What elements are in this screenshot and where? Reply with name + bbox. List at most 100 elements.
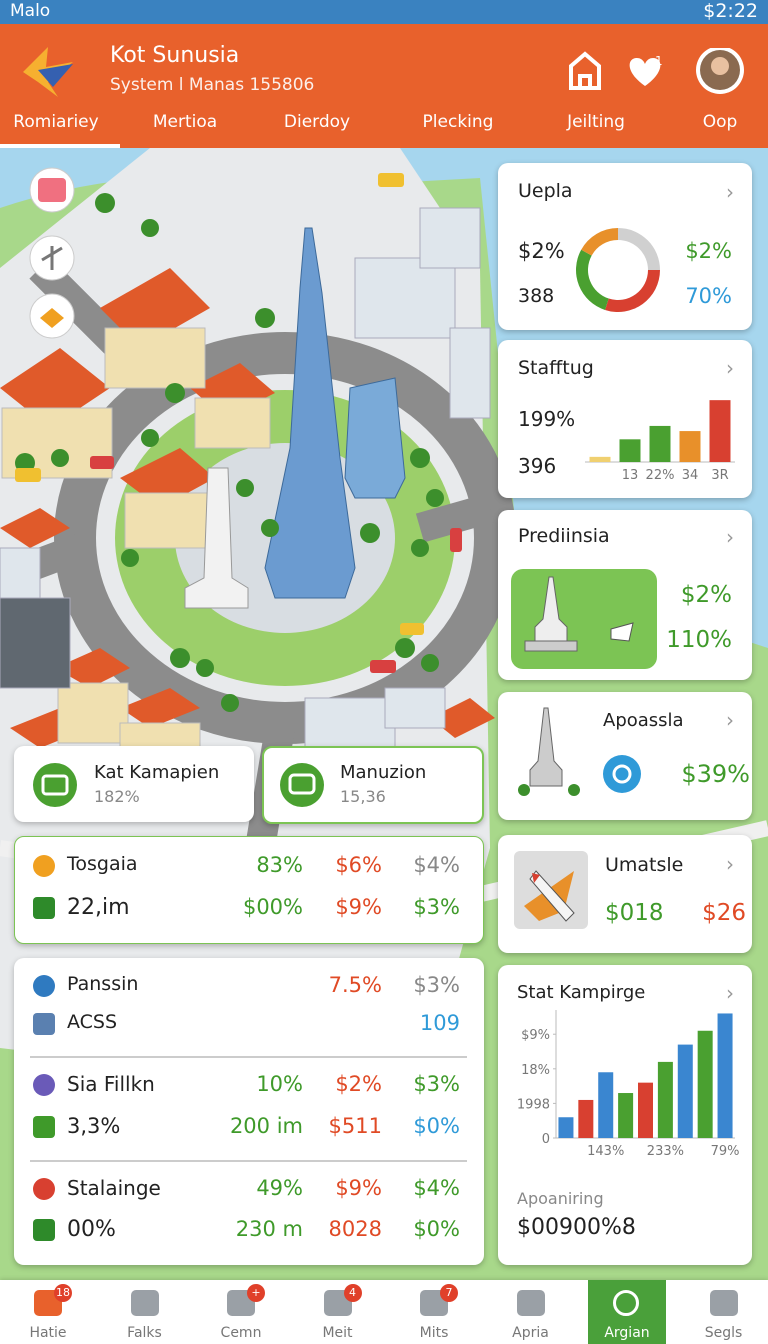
row-value: $0%: [413, 1114, 460, 1138]
nav-label[interactable]: Falks: [127, 1325, 162, 1341]
row-value: 109: [419, 1011, 460, 1035]
row-icon: [33, 1178, 55, 1200]
map-circle: [255, 308, 275, 328]
nav-label[interactable]: Apria: [512, 1325, 549, 1341]
map-path: [41, 246, 63, 270]
tab[interactable]: Dierdoy: [283, 112, 351, 132]
map-rect: [41, 774, 69, 796]
app-header: [0, 24, 768, 148]
map-path: [569, 51, 601, 90]
map-g: [1, 327, 271, 754]
card-title: Uepla: [518, 180, 573, 202]
row-icon: [33, 1116, 55, 1138]
map-rect: [57, 682, 129, 744]
nav-icon[interactable]: [516, 1290, 545, 1316]
map-polygon: [38, 64, 73, 87]
map-circle: [410, 448, 430, 468]
nav-label[interactable]: Hatie: [29, 1325, 67, 1341]
tab[interactable]: Jeilting: [567, 112, 625, 132]
row-icon: [33, 897, 55, 919]
map-rect: [370, 660, 396, 673]
row-value: 10%: [256, 1072, 303, 1096]
header-actions[interactable]: [565, 48, 755, 96]
map-polygon: [184, 467, 249, 609]
row-value: 49%: [256, 1176, 303, 1200]
map-circle: [568, 784, 580, 796]
map-polygon: [529, 870, 575, 922]
row-value: $00%: [242, 895, 303, 919]
card-value: $2%: [685, 239, 732, 263]
map-rect: [194, 397, 271, 449]
row-icon: [33, 975, 55, 997]
card-title: Prediinsia: [518, 525, 610, 547]
row-value: $3%: [413, 895, 460, 919]
row-label: Tosgaia: [67, 853, 138, 875]
total: $00900%8: [517, 1215, 636, 1240]
card-title: Apoassla: [603, 710, 684, 731]
caption: Apoaniring: [517, 1189, 604, 1208]
tab[interactable]: Oop: [702, 112, 738, 132]
nav-label[interactable]: Segls: [704, 1325, 743, 1341]
row-label: Sia Fillkn: [67, 1072, 155, 1096]
landmark-image: [511, 569, 657, 669]
row-value: $9%: [335, 1176, 382, 1200]
row-value: 7.5%: [328, 973, 382, 997]
row-value: $4%: [413, 1176, 460, 1200]
map-polygon: [264, 227, 356, 599]
map-polygon: [55, 648, 130, 688]
map-rect: [288, 773, 316, 795]
map-rect: [104, 327, 206, 389]
chevron: ›: [726, 180, 734, 204]
card-value: 396: [518, 454, 557, 478]
nav-label[interactable]: Argian: [604, 1325, 650, 1341]
row-value: $6%: [335, 853, 382, 877]
map-rect: [0, 597, 71, 689]
nav-label[interactable]: Cemn: [220, 1325, 262, 1341]
tab[interactable]: Romiariey: [13, 112, 99, 132]
app-title: Kot Sunusia: [110, 43, 240, 68]
row-value: $3%: [413, 973, 460, 997]
tab[interactable]: Mertioa: [152, 112, 218, 132]
map-polygon: [0, 508, 70, 548]
nav-badge: +: [247, 1284, 265, 1302]
map-rect: [449, 327, 491, 419]
map-card-icons: [33, 763, 324, 807]
map-circle: [261, 519, 279, 537]
row-label: 00%: [67, 1217, 116, 1242]
nav-icon[interactable]: [709, 1290, 738, 1316]
map-circle: [280, 763, 324, 807]
row-label: Panssin: [67, 973, 139, 995]
map-circle: [51, 449, 69, 467]
chevron: ›: [726, 852, 734, 876]
carrier: Malo: [10, 1, 51, 21]
card-value: 15,36: [340, 787, 386, 806]
divider: [30, 1056, 467, 1058]
map-rect: [15, 468, 41, 482]
tab[interactable]: Plecking: [422, 112, 494, 132]
card-value: 388: [518, 285, 555, 307]
row-value: $0%: [413, 1217, 460, 1241]
nav-label[interactable]: Mits: [419, 1325, 449, 1341]
chevron: ›: [726, 981, 734, 1005]
map-polygon: [120, 688, 200, 728]
nav-icon[interactable]: [613, 1290, 639, 1316]
map-polygon: [610, 622, 634, 642]
nav-icon[interactable]: [130, 1290, 159, 1316]
rocket-icon: [514, 851, 588, 929]
map-path: [629, 58, 661, 86]
logo: [23, 47, 73, 97]
card-value: $018: [605, 900, 664, 926]
chevron: ›: [726, 356, 734, 380]
map-path: [40, 308, 64, 328]
map-g: [15, 193, 444, 712]
card-value: $26: [702, 900, 746, 926]
map-rect: [90, 456, 114, 469]
status-bar: [0, 0, 768, 24]
nav-label[interactable]: Meit: [322, 1325, 353, 1341]
row-label: 22,im: [67, 895, 130, 920]
apoassla-icons: [518, 707, 641, 796]
row-value: 200 im: [229, 1114, 303, 1138]
map-circle: [141, 429, 159, 447]
stats-table: [14, 836, 484, 944]
